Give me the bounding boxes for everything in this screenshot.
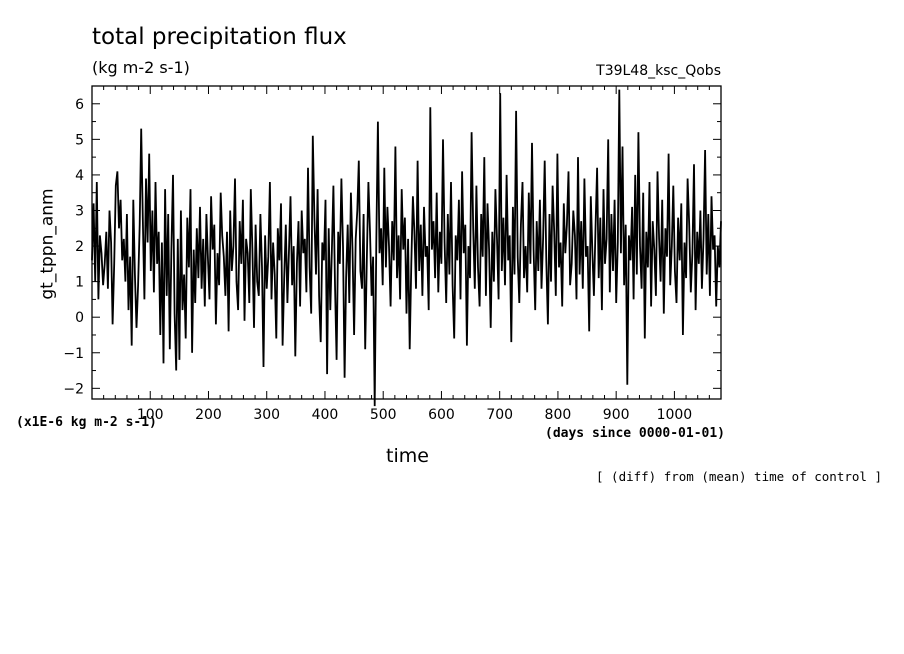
series-line-0 xyxy=(91,89,722,407)
plot-frame xyxy=(91,85,722,400)
y-tick-label: 6 xyxy=(75,97,84,113)
x-tick-label: 100 xyxy=(137,407,164,423)
x-tick-label: 900 xyxy=(603,407,630,423)
series-group xyxy=(91,89,722,407)
x-units-label: (days since 0000-01-01) xyxy=(545,426,726,441)
footnote: [ (diff) from (mean) time of control ] xyxy=(596,469,882,484)
x-tick-label: 1000 xyxy=(657,407,693,423)
x-tick-label: 600 xyxy=(428,407,455,423)
x-tick-label: 700 xyxy=(486,407,513,423)
tick-labels: 100 200 300 400 500 600 700 800 900 1000 −2 −1 0 1 2 3 4… xyxy=(63,97,692,423)
y-tick-label: −2 xyxy=(63,381,84,397)
chart-subtitle: (kg m-2 s-1) xyxy=(92,58,190,77)
y-tick-label: 2 xyxy=(75,239,84,255)
x-tick-label: 300 xyxy=(253,407,280,423)
y-tick-label: 5 xyxy=(75,132,84,148)
y-tick-label: 1 xyxy=(75,275,84,291)
x-tick-label: 800 xyxy=(545,407,572,423)
y-tick-label: 4 xyxy=(75,168,84,184)
chart-title: total precipitation flux xyxy=(92,24,347,50)
run-label: T39L48_ksc_Qobs xyxy=(596,63,721,79)
x-tick-label: 500 xyxy=(370,407,397,423)
y-tick-label: 3 xyxy=(75,203,84,219)
y-scale-note: (x1E-6 kg m-2 s-1) xyxy=(16,415,157,430)
x-tick-label: 200 xyxy=(195,407,222,423)
x-tick-label: 400 xyxy=(312,407,339,423)
y-tick-label: 0 xyxy=(75,310,84,326)
x-axis-label: time xyxy=(386,445,429,467)
y-tick-label: −1 xyxy=(63,346,84,362)
